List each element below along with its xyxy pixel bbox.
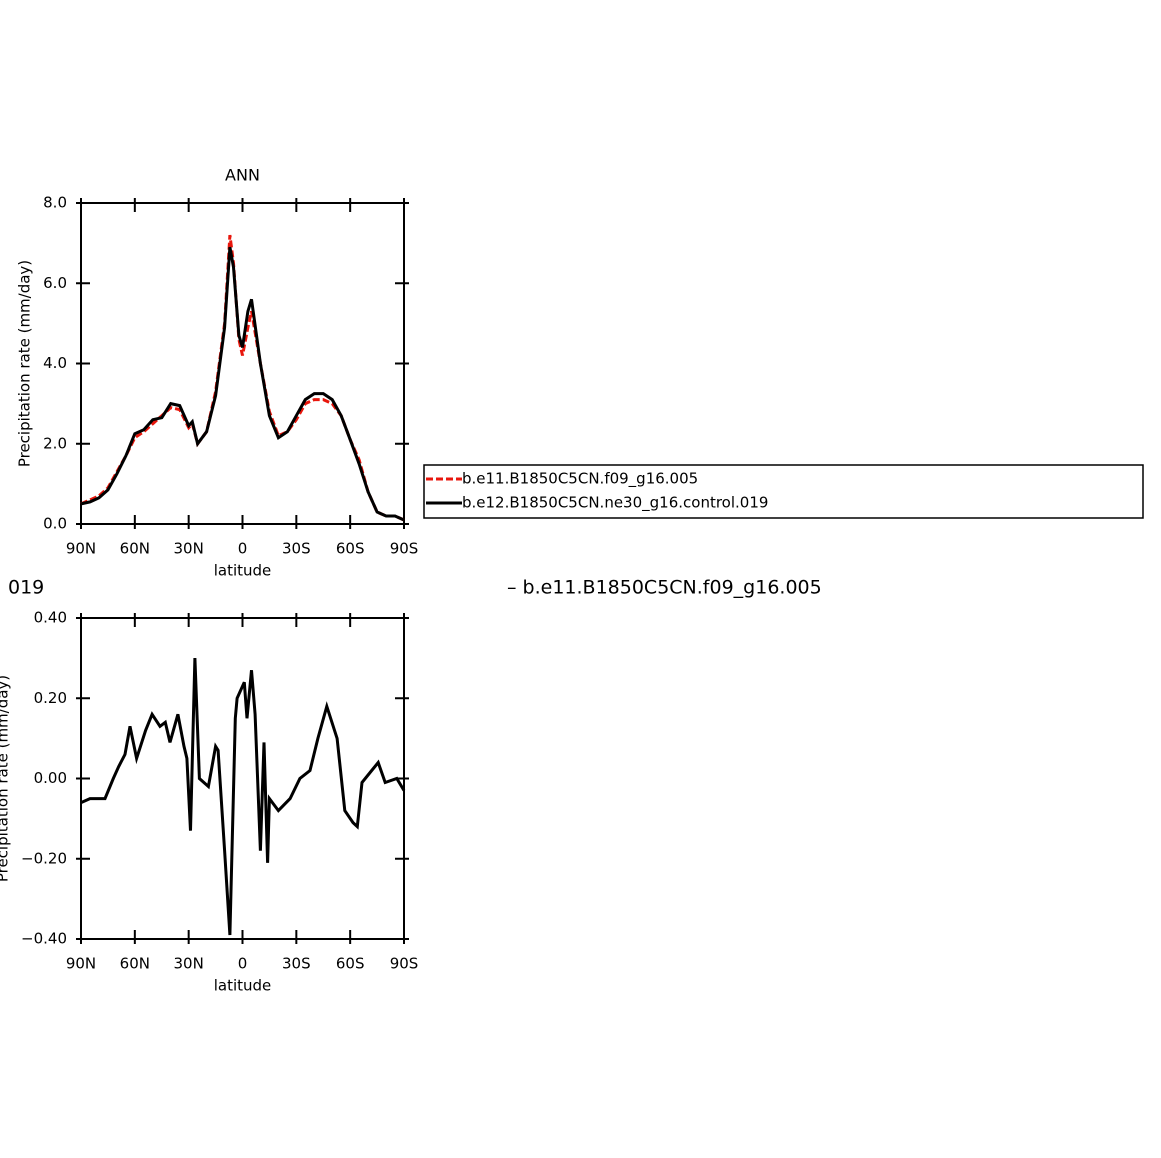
plot-frame [80,202,405,525]
x-tick-label: 60S [336,955,365,973]
x-axis-label: latitude [214,562,272,580]
legend-label: b.e11.B1850C5CN.f09_g16.005 [462,470,698,489]
x-tick-label: 30S [282,955,311,973]
y-tick-label: 0.40 [34,609,67,627]
legend: b.e11.B1850C5CN.f09_g16.005 b.e12.B1850C5… [423,464,1144,519]
x-tick-label: 60N [120,540,150,558]
y-tick-label: 4.0 [43,354,67,372]
x-tick-label: 90N [66,955,96,973]
y-tick-label: 8.0 [43,194,67,212]
y-tick-label: 0.00 [34,769,67,787]
x-tick-label: 90S [390,540,419,558]
y-tick-label: −0.40 [21,930,67,948]
y-tick-label: 0.0 [43,515,67,533]
x-tick-label: 0 [238,955,248,973]
legend-frame [423,464,1144,519]
data-line [80,234,405,522]
x-tick-label: 90S [390,955,419,973]
plot: −0.40 −0.20 0.00 0.20 0.40 90N 60N 30N 0 30S 60S 90… [0,577,822,995]
x-tick-label: 30N [174,955,204,973]
plot: ANN 0.0 2.0 4.0 6.0 8.0 90N 60N 30N 0 30S 60S 90S lat… [16,166,419,580]
y-tick-label: 2.0 [43,434,67,452]
x-tick-label: 0 [238,540,248,558]
x-axis-label: latitude [214,977,272,995]
data-line [80,658,406,936]
annotation: – b.e11.B1850C5CN.f09_g16.005 [507,577,822,599]
y-tick-label: 6.0 [43,274,67,292]
x-tick-label: 90N [66,540,96,558]
annotation: 019 [8,577,44,599]
legend-label: b.e12.B1850C5CN.ne30_g16.control.019 [462,494,768,513]
y-axis-label: Precipitation rate (mm/day) [16,260,34,467]
plot-frame [80,617,405,940]
x-tick-label: 60S [336,540,365,558]
y-axis-label: Precipitation rate (mm/day) [0,675,12,882]
x-tick-label: 60N [120,955,150,973]
y-tick-label: −0.20 [21,849,67,867]
x-tick-label: 30S [282,540,311,558]
y-tick-label: 0.20 [34,689,67,707]
chart-title: ANN [225,166,260,185]
x-tick-label: 30N [174,540,204,558]
data-line [80,246,405,522]
